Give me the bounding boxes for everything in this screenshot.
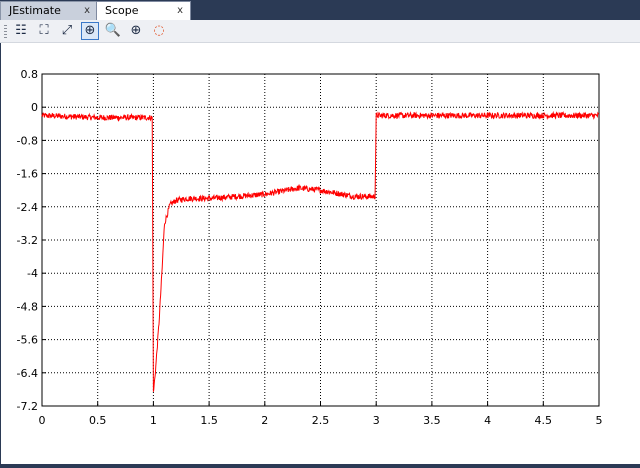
toolbar: ☷ ⛶ ⤢ ⊕ 🔍 ⊕ ◌ — [0, 20, 640, 43]
x-tick-label: 3 — [373, 414, 380, 427]
close-icon[interactable]: x — [177, 5, 183, 16]
y-tick-label: -2.4 — [17, 201, 38, 214]
x-tick-label: 0 — [39, 414, 46, 427]
tab-bar: JEstimate x Scope x — [0, 0, 640, 20]
y-tick-label: -3.2 — [17, 234, 38, 247]
x-tick-label: 4 — [484, 414, 491, 427]
tab-jestimate[interactable]: JEstimate x — [0, 1, 98, 20]
x-tick-label: 1.5 — [200, 414, 218, 427]
x-tick-label: 3.5 — [423, 414, 441, 427]
x-tick-label: 2 — [261, 414, 268, 427]
y-tick-label: -1.6 — [17, 168, 38, 181]
y-tick-label: -4 — [27, 267, 38, 280]
close-icon[interactable]: x — [84, 5, 90, 16]
y-tick-label: -7.2 — [17, 400, 38, 413]
y-tick-label: -0.8 — [17, 134, 38, 147]
y-tick-label: -5.6 — [17, 334, 38, 347]
zoom-in-icon[interactable]: 🔍 — [104, 23, 122, 38]
y-tick-label: -6.4 — [17, 367, 38, 380]
scope-plot-area[interactable]: 0 0.5 1 1.5 2 2.5 3 3.5 4 4.5 5 0.8 0 -0.8 -1.6 -2.4 -3.… — [0, 43, 640, 464]
series-line — [41, 110, 599, 392]
x-tick-label: 5 — [596, 414, 603, 427]
zoom-box-icon[interactable]: ⊕ — [81, 22, 99, 40]
x-tick-label: 4.5 — [535, 414, 553, 427]
x-tick-label: 2.5 — [312, 414, 330, 427]
zoom-x-icon[interactable]: ⊕ — [130, 23, 142, 38]
y-tick-label: 0.8 — [21, 68, 39, 81]
x-tick-label: 1 — [150, 414, 157, 427]
fit-icon[interactable]: ⛶ — [39, 23, 49, 38]
toolbar-grip-icon[interactable] — [4, 25, 7, 39]
expand-icon[interactable]: ⤢ — [61, 23, 73, 38]
scope-chart[interactable]: 0 0.5 1 1.5 2 2.5 3 3.5 4 4.5 5 0.8 0 -0.8 -1.6 -2.4 -3.… — [1, 43, 639, 464]
y-tick-label: 0 — [31, 101, 38, 114]
y-tick-label: -4.8 — [17, 300, 38, 313]
tab-label: JEstimate — [9, 4, 61, 17]
tab-label: Scope — [105, 4, 139, 17]
list-icon[interactable]: ☷ — [15, 23, 27, 38]
color-wheel-icon[interactable]: ◌ — [153, 23, 165, 38]
tab-scope[interactable]: Scope x — [96, 1, 191, 20]
x-tick-label: 0.5 — [89, 414, 107, 427]
